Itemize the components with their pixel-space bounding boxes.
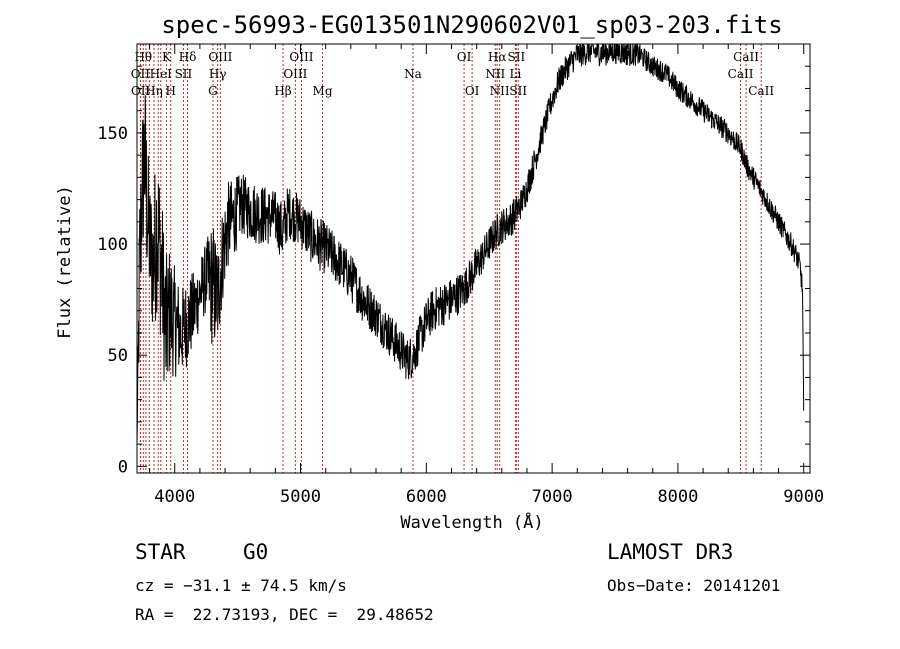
line-label-24: NII [490, 84, 510, 98]
x-tick-label-9000: 9000 [783, 487, 824, 507]
line-label-21: OI [465, 84, 480, 98]
flux-series-line [136, 43, 805, 445]
object-class: STAR [135, 540, 186, 564]
line-label-19: Na [404, 67, 422, 81]
series-layer [136, 43, 805, 445]
y-tick-label-150: 150 [97, 124, 128, 144]
line-label-1: OII [131, 84, 151, 98]
line-label-27: SII [509, 84, 527, 98]
line-label-8: K [162, 50, 172, 64]
survey-name: LAMOST DR3 [607, 540, 734, 564]
line-label-26: SII [508, 50, 526, 64]
x-tick-label-6000: 6000 [406, 487, 447, 507]
line-label-11: Hδ [179, 50, 197, 64]
line-label-17: OIII [289, 50, 313, 64]
line-label-2: Hθ [134, 50, 152, 64]
line-label-15: Hβ [274, 84, 291, 98]
line-label-0: OII [131, 67, 151, 81]
line-label-28: CaII [728, 67, 754, 81]
line-label-22: NII [485, 67, 505, 81]
x-tick-label-7000: 7000 [532, 487, 573, 507]
line-label-9: H [165, 84, 175, 98]
coordinates: RA = 22.73193, DEC = 29.48652 [135, 605, 434, 624]
y-tick-label-0: 0 [118, 457, 128, 477]
line-label-23: Hα [488, 50, 507, 64]
y-tick-label-50: 50 [108, 346, 128, 366]
x-tick-label-5000: 5000 [280, 487, 321, 507]
observation-date: Obs−Date: 20141201 [607, 576, 781, 595]
line-label-5: Hη [145, 84, 163, 98]
chart-title: spec-56993-EG013501N290602V01_sp03-203.f… [161, 11, 782, 39]
spectral-line-labels: OIIOIIHθHηHeIKHSIIHδGHγOIIIHβOIIIOIIIMgN… [131, 50, 775, 98]
line-label-13: Hγ [209, 67, 227, 81]
line-label-10: SII [175, 67, 193, 81]
x-axis-label: Wavelength (Å) [400, 511, 543, 533]
line-label-25: Li [509, 67, 521, 81]
line-label-12: G [208, 84, 218, 98]
object-subclass: G0 [243, 540, 269, 564]
line-label-29: CaII [733, 50, 759, 64]
line-label-14: OIII [208, 50, 232, 64]
line-label-30: CaII [748, 84, 774, 98]
x-tick-label-4000: 4000 [154, 487, 195, 507]
spectral-line-markers [139, 44, 762, 473]
axes [136, 43, 811, 474]
line-label-20: OI [457, 50, 472, 64]
y-axis-label: Flux (relative) [55, 185, 75, 339]
plot-frame [136, 43, 811, 474]
line-label-7: HeI [150, 67, 173, 81]
line-label-16: OIII [283, 67, 307, 81]
line-label-18: Mg [313, 84, 333, 98]
x-tick-label-8000: 8000 [657, 487, 698, 507]
redshift-velocity: cz = −31.1 ± 74.5 km/s [135, 576, 347, 595]
y-tick-label-100: 100 [97, 235, 128, 255]
tick-labels: 4000 5000 6000 7000 8000 9000 0 50 100 150 [97, 124, 824, 507]
